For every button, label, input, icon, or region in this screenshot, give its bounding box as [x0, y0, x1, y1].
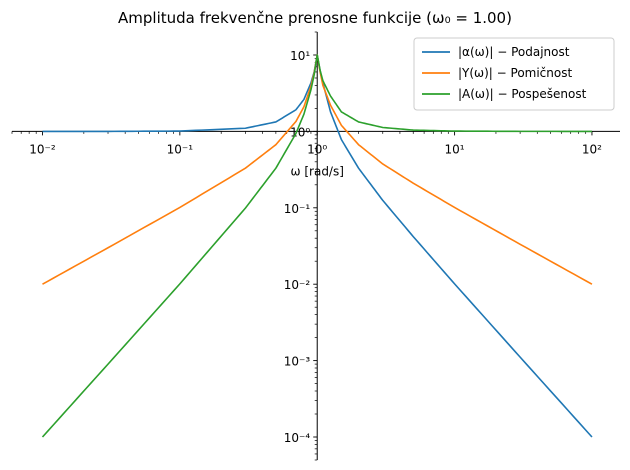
x-axis-label: ω [rad/s]: [290, 164, 343, 178]
x-tick-label: 10⁰: [307, 142, 327, 156]
x-tick-label: 10²: [582, 142, 602, 156]
y-tick-label: 10⁻³: [284, 355, 311, 369]
legend-box: [413, 37, 615, 111]
chart-title: Amplituda frekvenčne prenosne funkcije (…: [118, 9, 512, 27]
y-tick-label: 10¹: [290, 49, 310, 63]
series-line-3: [41, 54, 592, 438]
legend-label: |Y(ω)| − Pomičnost: [458, 66, 572, 80]
series-layer: [41, 54, 593, 438]
x-tick-label: 10¹: [445, 142, 465, 156]
axes: 10⁻² 10⁻¹ 10⁰ 10¹ 10²10⁻⁴10⁻³10⁻²10⁻¹10⁰10¹ω…: [11, 31, 620, 461]
legend: |α(ω)| − Podajnost |Y(ω)| − Pomičnost |A(ω…: [413, 37, 615, 111]
y-tick-label: 10⁻¹: [284, 202, 311, 216]
y-tick-label: 10⁻²: [284, 278, 311, 292]
x-tick-label: 10⁻¹: [167, 142, 194, 156]
x-tick-label: 10⁻²: [29, 142, 56, 156]
legend-label: |α(ω)| − Podajnost: [458, 45, 570, 59]
y-tick-label: 10⁻⁴: [284, 431, 311, 445]
legend-label: |A(ω)| − Pospešenost: [458, 87, 587, 101]
